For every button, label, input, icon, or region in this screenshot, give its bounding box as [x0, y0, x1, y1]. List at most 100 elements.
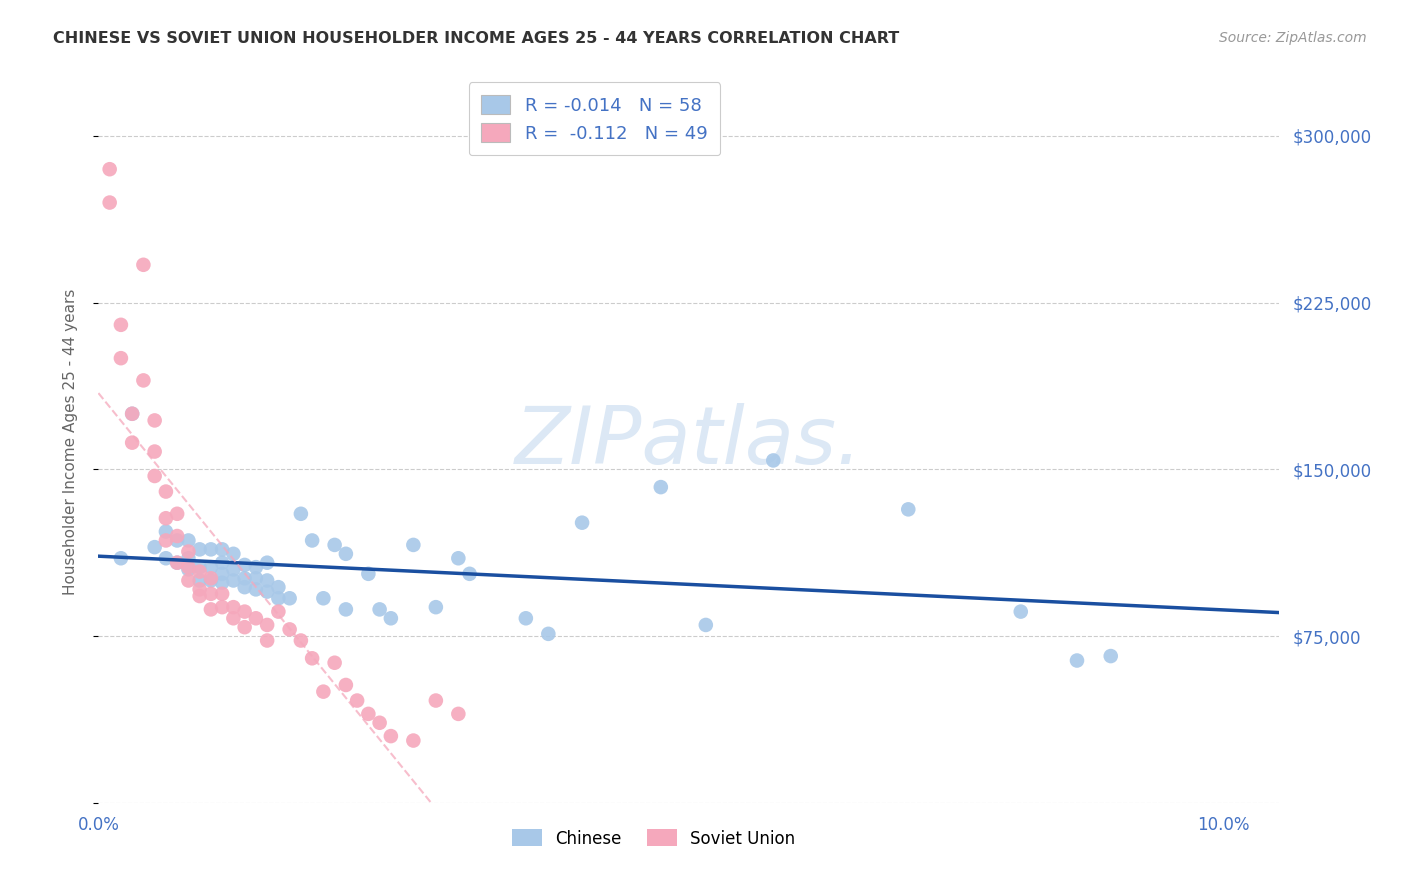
Point	[233, 571, 256, 585]
Point	[143, 540, 166, 554]
Point	[323, 538, 346, 552]
Point	[245, 611, 267, 625]
Point	[155, 484, 177, 499]
Point	[1066, 653, 1088, 667]
Point	[335, 678, 357, 692]
Point	[447, 551, 470, 566]
Point	[233, 558, 256, 572]
Point	[537, 627, 560, 641]
Point	[256, 556, 278, 570]
Point	[267, 580, 290, 594]
Point	[515, 611, 537, 625]
Point	[177, 544, 200, 558]
Point	[211, 542, 233, 557]
Point	[447, 706, 470, 721]
Point	[121, 407, 143, 421]
Point	[166, 556, 188, 570]
Point	[143, 444, 166, 458]
Point	[233, 620, 256, 634]
Point	[1010, 605, 1032, 619]
Point	[301, 651, 323, 665]
Point	[211, 600, 233, 615]
Point	[211, 556, 233, 570]
Point	[278, 591, 301, 606]
Point	[380, 611, 402, 625]
Point	[155, 524, 177, 539]
Point	[290, 507, 312, 521]
Point	[200, 587, 222, 601]
Point	[402, 538, 425, 552]
Point	[245, 560, 267, 574]
Point	[200, 542, 222, 557]
Point	[267, 591, 290, 606]
Point	[335, 602, 357, 616]
Point	[346, 693, 368, 707]
Point	[166, 533, 188, 548]
Point	[222, 547, 245, 561]
Text: Source: ZipAtlas.com: Source: ZipAtlas.com	[1219, 31, 1367, 45]
Point	[188, 582, 211, 597]
Point	[458, 566, 481, 581]
Y-axis label: Householder Income Ages 25 - 44 years: Householder Income Ages 25 - 44 years	[63, 288, 77, 595]
Text: CHINESE VS SOVIET UNION HOUSEHOLDER INCOME AGES 25 - 44 YEARS CORRELATION CHART: CHINESE VS SOVIET UNION HOUSEHOLDER INCO…	[53, 31, 900, 46]
Text: ZIPatlas.: ZIPatlas.	[515, 402, 863, 481]
Point	[425, 693, 447, 707]
Point	[188, 589, 211, 603]
Point	[177, 562, 200, 576]
Point	[155, 511, 177, 525]
Point	[368, 715, 391, 730]
Point	[98, 162, 121, 177]
Point	[256, 584, 278, 599]
Point	[98, 195, 121, 210]
Point	[110, 318, 132, 332]
Point	[200, 571, 222, 585]
Point	[222, 611, 245, 625]
Point	[188, 542, 211, 557]
Point	[357, 706, 380, 721]
Point	[233, 605, 256, 619]
Point	[121, 435, 143, 450]
Point	[233, 580, 256, 594]
Point	[166, 507, 188, 521]
Legend: Chinese, Soviet Union: Chinese, Soviet Union	[503, 821, 803, 856]
Point	[650, 480, 672, 494]
Point	[132, 373, 155, 387]
Point	[402, 733, 425, 747]
Point	[323, 656, 346, 670]
Point	[200, 560, 222, 574]
Point	[245, 582, 267, 597]
Point	[695, 618, 717, 632]
Point	[188, 565, 211, 579]
Point	[155, 551, 177, 566]
Point	[200, 602, 222, 616]
Point	[188, 560, 211, 574]
Point	[357, 566, 380, 581]
Point	[256, 574, 278, 588]
Point	[222, 574, 245, 588]
Point	[188, 574, 211, 588]
Point	[166, 556, 188, 570]
Point	[380, 729, 402, 743]
Point	[256, 618, 278, 632]
Point	[290, 633, 312, 648]
Point	[301, 533, 323, 548]
Point	[155, 533, 177, 548]
Point	[222, 562, 245, 576]
Point	[166, 529, 188, 543]
Point	[121, 407, 143, 421]
Point	[335, 547, 357, 561]
Point	[177, 574, 200, 588]
Point	[312, 591, 335, 606]
Point	[762, 453, 785, 467]
Point	[245, 571, 267, 585]
Point	[897, 502, 920, 516]
Point	[132, 258, 155, 272]
Point	[177, 533, 200, 548]
Point	[200, 574, 222, 588]
Point	[425, 600, 447, 615]
Point	[177, 560, 200, 574]
Point	[278, 623, 301, 637]
Point	[256, 633, 278, 648]
Point	[1099, 649, 1122, 664]
Point	[267, 605, 290, 619]
